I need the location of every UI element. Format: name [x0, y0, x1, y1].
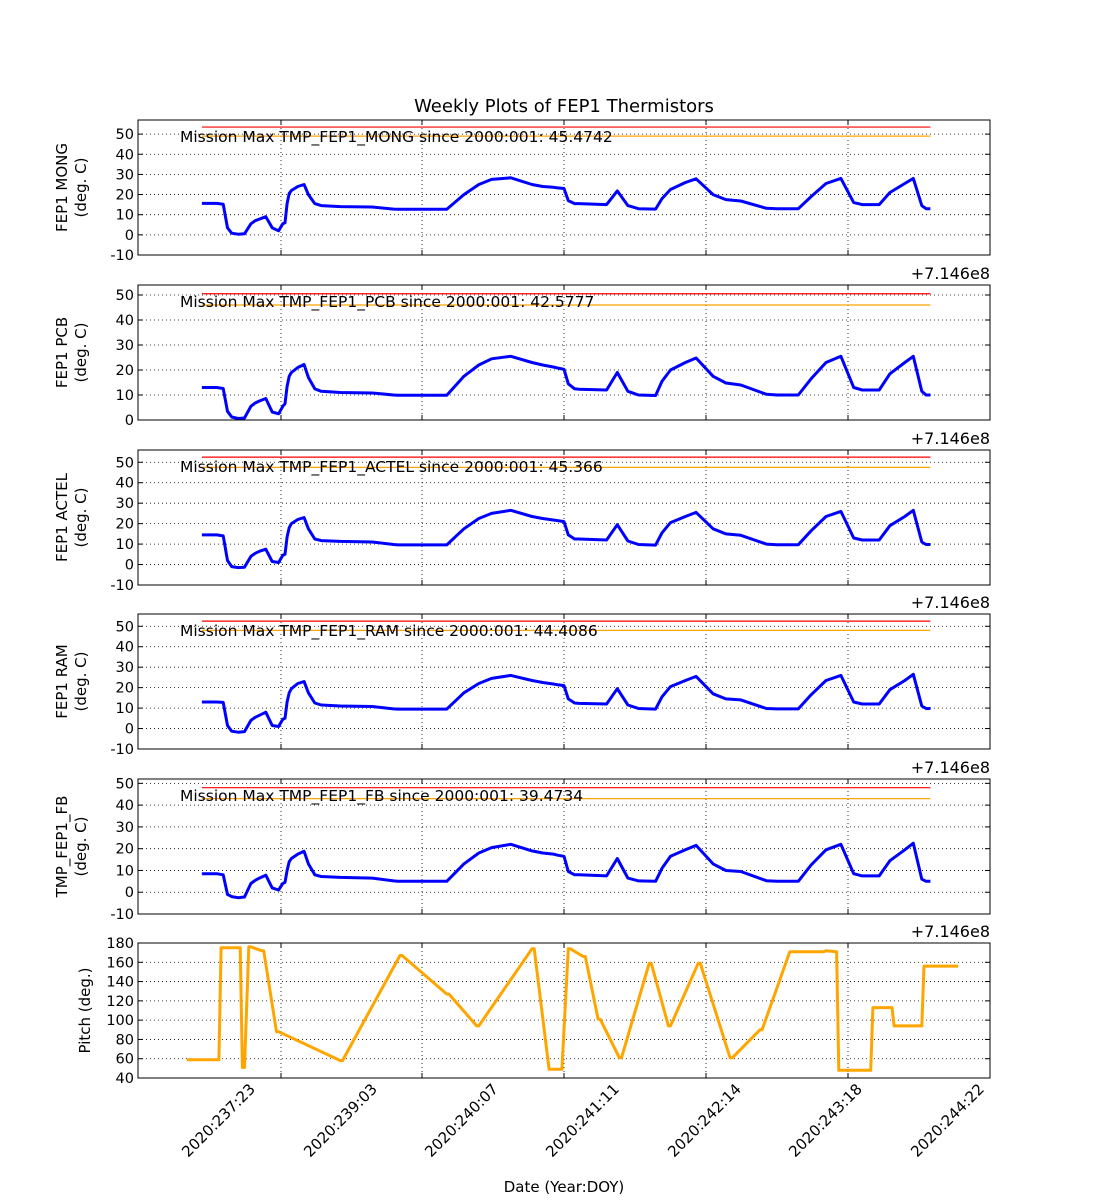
axes-frame	[137, 942, 991, 1079]
y-tick-label: 20	[116, 363, 134, 379]
mission-max-annotation: Mission Max TMP_FEP1_PCB since 2000:001:…	[180, 293, 594, 312]
y-axis-label: TMP_FEP1_FB	[53, 796, 72, 899]
axes-frame	[137, 613, 991, 750]
y-tick-label: -10	[110, 742, 134, 758]
y-tick-label: 40	[116, 476, 134, 492]
y-tick-label: 40	[116, 640, 134, 656]
y-tick-label: 20	[116, 681, 134, 697]
y-tick-label: 0	[125, 558, 134, 574]
axes-frame	[137, 119, 991, 256]
y-tick-label: 80	[116, 1032, 134, 1048]
y-tick-label: 10	[116, 863, 134, 879]
y-tick-label: -10	[110, 907, 134, 923]
y-tick-label: 10	[116, 537, 134, 553]
x-tick-label: 2020:243:18	[785, 1080, 866, 1161]
y-tick-label: 160	[106, 955, 134, 971]
mission-max-annotation: Mission Max TMP_FEP1_ACTEL since 2000:00…	[180, 458, 603, 477]
y-tick-label: 120	[106, 994, 134, 1010]
y-tick-label: 60	[116, 1052, 134, 1068]
y-tick-label: 0	[125, 885, 134, 901]
x-tick-label: 2020:240:07	[421, 1080, 502, 1161]
y-tick-label: 50	[116, 455, 134, 471]
data-series-line	[201, 354, 931, 420]
y-axis-label: (deg. C)	[72, 158, 90, 218]
y-tick-label: 50	[116, 127, 134, 143]
x-tick-label: 2020:242:14	[664, 1080, 745, 1161]
y-axis-label: FEP1 MONG	[53, 143, 71, 232]
y-axis-label: (deg. C)	[72, 323, 90, 383]
data-series-line	[187, 945, 959, 1072]
x-offset-label: +7.146e8	[911, 593, 990, 612]
data-series-line	[201, 841, 931, 900]
x-tick-label: 2020:237:23	[178, 1080, 259, 1161]
y-tick-label: 10	[116, 701, 134, 717]
y-tick-label: 100	[106, 1013, 134, 1029]
y-axis-label: (deg. C)	[72, 817, 90, 877]
data-series-line	[201, 176, 931, 236]
y-tick-label: 30	[116, 820, 134, 836]
x-offset-label: +7.146e8	[911, 264, 990, 283]
y-tick-label: -10	[110, 248, 134, 264]
panel-3: -10 0 10 20 30 40 50 Mission Max TMP_FEP1_ACTEL…	[53, 429, 991, 594]
y-axis-label: (deg. C)	[72, 488, 90, 548]
y-tick-label: 40	[116, 798, 134, 814]
y-tick-label: 50	[116, 288, 134, 304]
y-tick-label: 180	[106, 936, 134, 952]
y-tick-label: 20	[116, 517, 134, 533]
y-axis-label: FEP1 RAM	[53, 644, 71, 718]
y-tick-label: 10	[116, 388, 134, 404]
panel-4: -10 0 10 20 30 40 50 Mission Max TMP_FEP1_RAM s…	[53, 593, 991, 758]
y-tick-label: 30	[116, 660, 134, 676]
axes-frame	[137, 449, 991, 586]
mission-max-annotation: Mission Max TMP_FEP1_FB since 2000:001: …	[180, 787, 583, 806]
y-tick-label: 20	[116, 842, 134, 858]
x-offset-label: +7.146e8	[911, 758, 990, 777]
data-series-line	[201, 508, 931, 570]
panel-1: -10 0 10 20 30 40 50 Mission Max TMP_FEP1_MONG …	[53, 119, 991, 264]
y-tick-label: 30	[116, 338, 134, 354]
y-axis-label: FEP1 PCB	[53, 317, 71, 388]
axes-frame	[137, 778, 991, 915]
data-series-line	[201, 672, 931, 734]
panel-6: 40 60 80 100 120 140 160 180 Pitch (deg.) +7.146e…	[76, 922, 991, 1087]
x-axis-label: Date (Year:DOY)	[504, 1178, 625, 1196]
x-offset-label: +7.146e8	[911, 429, 990, 448]
axes-frame	[137, 284, 991, 421]
y-tick-label: 20	[116, 188, 134, 204]
y-tick-label: 40	[116, 1071, 134, 1087]
y-tick-label: 50	[116, 776, 134, 792]
y-tick-label: 0	[125, 228, 134, 244]
y-tick-label: 140	[106, 975, 134, 991]
y-axis-label: (deg. C)	[72, 652, 90, 712]
y-tick-label: -10	[110, 578, 134, 594]
y-tick-label: 0	[125, 722, 134, 738]
y-tick-label: 30	[116, 496, 134, 512]
y-tick-label: 30	[116, 167, 134, 183]
y-tick-label: 10	[116, 208, 134, 224]
mission-max-annotation: Mission Max TMP_FEP1_MONG since 2000:001…	[180, 128, 613, 147]
y-tick-label: 40	[116, 313, 134, 329]
x-offset-label: +7.146e8	[911, 922, 990, 941]
y-tick-label: 0	[125, 413, 134, 429]
x-tick-label: 2020:244:22	[907, 1080, 988, 1161]
mission-max-annotation: Mission Max TMP_FEP1_RAM since 2000:001:…	[180, 622, 598, 641]
y-tick-label: 50	[116, 619, 134, 635]
chart-title: Weekly Plots of FEP1 Thermistors	[414, 96, 714, 117]
y-axis-label: Pitch (deg.)	[76, 967, 94, 1053]
panels-group: -10 0 10 20 30 40 50 Mission Max TMP_FEP1_MONG …	[53, 119, 991, 1161]
y-tick-label: 40	[116, 147, 134, 163]
x-tick-label: 2020:241:11	[542, 1080, 623, 1161]
panel-5: -10 0 10 20 30 40 50 Mission Max TMP_FEP1_FB si…	[53, 758, 991, 923]
y-axis-label: FEP1 ACTEL	[53, 472, 71, 562]
x-tick-label: 2020:239:03	[300, 1080, 381, 1161]
panel-2: 0 10 20 30 40 50 Mission Max TMP_FEP1_PCB sinc…	[53, 264, 991, 429]
